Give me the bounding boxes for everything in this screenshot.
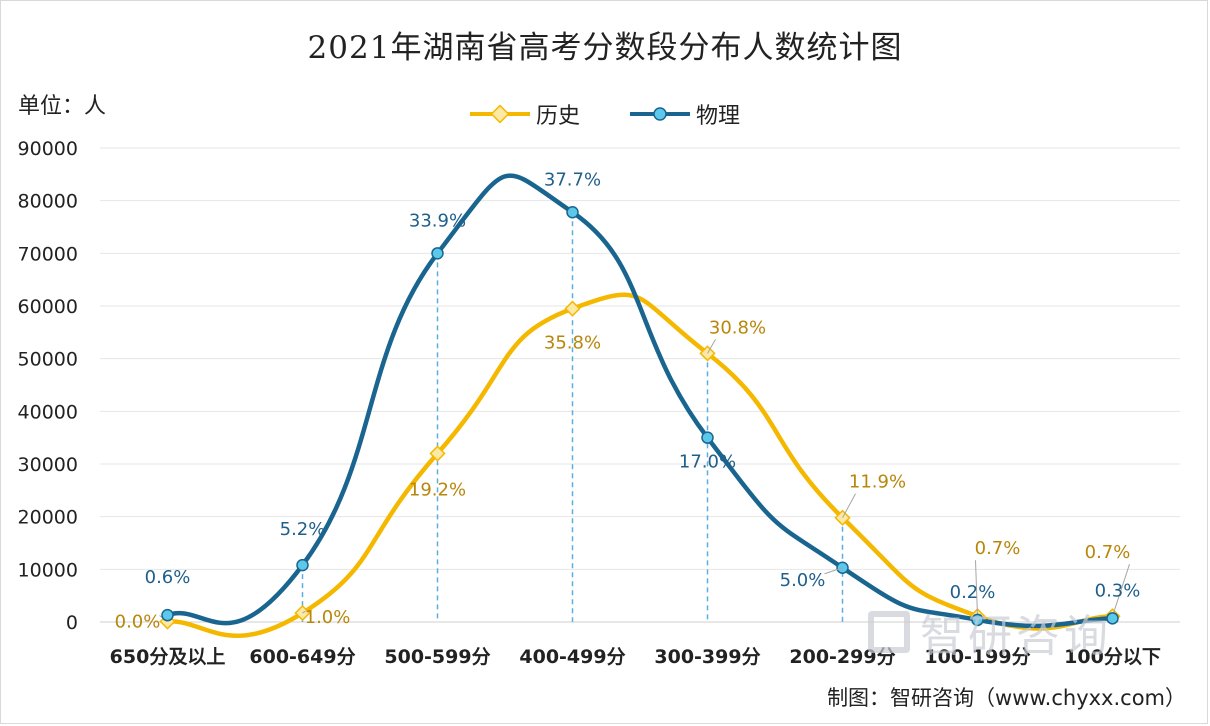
legend-item-history: 历史 <box>470 98 580 130</box>
history-data-label: 11.9% <box>849 472 906 493</box>
x-tick-label: 650分及以上 <box>110 646 226 668</box>
legend-physics-label: 物理 <box>696 104 741 129</box>
history-point <box>564 300 581 317</box>
physics-data-label: 0.6% <box>145 567 191 588</box>
watermark-logo-icon <box>868 611 910 653</box>
x-tick-label: 100分以下 <box>1064 646 1161 668</box>
physics-point <box>161 608 174 622</box>
history-data-label: 0.0% <box>115 611 161 632</box>
physics-point <box>971 613 984 627</box>
x-tick-label: 600-649分 <box>249 646 355 668</box>
label-leader-line <box>707 339 716 354</box>
history-data-label: 1.0% <box>305 607 351 628</box>
y-tick-label: 30000 <box>18 454 78 476</box>
physics-data-label: 37.7% <box>544 169 601 190</box>
history-data-label: 0.7% <box>1085 542 1131 563</box>
history-data-label: 35.8% <box>544 333 601 354</box>
physics-data-label: 5.2% <box>280 519 326 540</box>
history-data-label: 19.2% <box>409 479 466 500</box>
physics-series-line <box>165 173 1115 629</box>
y-tick-label: 80000 <box>18 191 78 213</box>
x-tick-label: 500-599分 <box>384 646 490 668</box>
y-tick-label: 70000 <box>18 243 78 265</box>
history-point <box>429 445 446 462</box>
physics-data-label: 17.0% <box>679 452 736 473</box>
physics-point <box>431 247 444 260</box>
watermark-text: 智研咨询 <box>920 611 1112 662</box>
chart-title: 2021年湖南省高考分数段分布人数统计图 <box>307 30 903 66</box>
legend-history-label: 历史 <box>536 104 581 129</box>
physics-data-label: 0.3% <box>1095 580 1141 601</box>
watermark: 智研咨询 <box>868 600 1112 664</box>
y-tick-label: 40000 <box>18 401 78 423</box>
legend-item-physics: 物理 <box>630 98 740 130</box>
x-tick-label: 300-399分 <box>654 646 760 668</box>
legend-physics-icon <box>630 107 691 121</box>
physics-data-label: 5.0% <box>780 570 826 591</box>
label-leader-line <box>975 560 978 617</box>
history-data-label: 30.8% <box>709 317 766 338</box>
physics-point <box>1106 612 1119 625</box>
physics-point <box>566 206 579 219</box>
x-tick-label: 400-499分 <box>519 646 625 668</box>
y-tick-label: 60000 <box>18 296 78 318</box>
label-leader-line <box>1112 564 1130 617</box>
y-tick-label: 50000 <box>18 349 78 371</box>
x-tick-label: 100-199分 <box>924 646 1030 668</box>
y-tick-label: 10000 <box>18 559 78 581</box>
legend: 历史 物理 <box>470 98 740 130</box>
physics-point <box>701 431 714 444</box>
y-tick-label: 90000 <box>18 138 78 160</box>
physics-data-label: 33.9% <box>409 210 466 231</box>
label-leader-line <box>842 493 856 518</box>
legend-history-icon <box>470 104 530 124</box>
unit-label: 单位：人 <box>18 94 107 119</box>
physics-data-label: 0.2% <box>950 582 996 603</box>
label-leader-line <box>824 567 843 575</box>
source-note: 制图：智研咨询（www.chyxx.com） <box>827 686 1186 710</box>
physics-point <box>296 558 309 572</box>
history-data-label: 0.7% <box>975 538 1021 559</box>
label-leader-line <box>302 610 306 614</box>
y-tick-label: 0 <box>66 612 78 634</box>
y-tick-label: 20000 <box>18 507 78 529</box>
